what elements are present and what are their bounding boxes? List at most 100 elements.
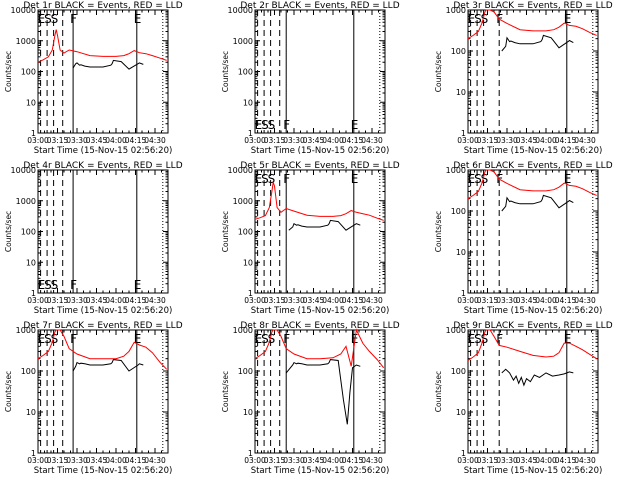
event-letter-e-start: E: [468, 12, 476, 26]
event-letter-e-end: E: [134, 278, 142, 292]
event-letter-s-1: S: [474, 172, 482, 186]
x-tick-label: 03:00: [244, 296, 266, 305]
x-tick-label: 04:30: [144, 296, 166, 305]
x-axis-label: Start Time (15-Nov-15 02:56:20): [34, 466, 173, 476]
x-tick-label: 03:30: [66, 456, 88, 465]
x-tick-label: 04:15: [342, 456, 364, 465]
event-letter-e-start: E: [468, 332, 476, 346]
y-tick-label: 1: [248, 449, 253, 458]
x-tick-label: 03:45: [86, 296, 108, 305]
series-line-events: [501, 34, 574, 52]
panel-title: Det 7r BLACK = Events, RED = LLD: [23, 321, 182, 331]
y-tick-label: 1: [31, 129, 36, 138]
plot-frame: [254, 329, 386, 454]
y-tick-label: 100: [451, 207, 466, 216]
x-axis-label: Start Time (15-Nov-15 02:56:20): [251, 146, 390, 156]
series-line-lld: [254, 328, 385, 369]
series-line-events: [72, 359, 144, 372]
y-tick-label: 1000: [233, 326, 253, 335]
event-letter-e-start: E: [255, 118, 263, 132]
series-line-events: [501, 194, 574, 212]
event-letter-f: F: [70, 278, 77, 292]
panel-title: Det 3r BLACK = Events, RED = LLD: [453, 1, 612, 11]
x-tick-label: 03:00: [457, 136, 479, 145]
event-letter-s-1: S: [44, 278, 52, 292]
x-tick-label: 03:15: [47, 136, 69, 145]
y-tick-label: 1: [248, 289, 253, 298]
x-tick-label: 03:15: [264, 296, 286, 305]
x-tick-label: 03:15: [47, 456, 69, 465]
y-axis-label: Counts/sec: [4, 51, 13, 92]
x-tick-label: 03:15: [477, 136, 499, 145]
series-line-lld: [467, 329, 597, 361]
series-line-events: [501, 368, 574, 387]
x-tick-label: 03:00: [244, 136, 266, 145]
event-letter-s-1: S: [261, 118, 269, 132]
y-tick-label: 1: [248, 129, 253, 138]
panel-title: Det 8r BLACK = Events, RED = LLD: [240, 321, 399, 331]
y-tick-label: 10: [26, 408, 36, 417]
x-tick-label: 03:00: [244, 456, 266, 465]
event-letter-s-1: S: [474, 12, 482, 26]
event-letter-f: F: [70, 332, 77, 346]
x-tick-label: 03:00: [457, 456, 479, 465]
y-tick-label: 100: [21, 228, 36, 237]
x-tick-label: 03:45: [516, 456, 538, 465]
y-tick-label: 10000: [228, 166, 253, 175]
series-line-lld: [37, 329, 168, 370]
x-tick-label: 03:30: [66, 296, 88, 305]
y-axis-label: Counts/sec: [221, 211, 230, 252]
y-tick-label: 100: [21, 68, 36, 77]
x-tick-label: 03:15: [264, 456, 286, 465]
y-axis-label: Counts/sec: [434, 211, 443, 252]
y-tick-label: 1: [31, 449, 36, 458]
x-tick-label: 03:30: [283, 136, 305, 145]
y-tick-label: 10000: [11, 6, 36, 15]
y-axis-label: Counts/sec: [434, 51, 443, 92]
x-tick-label: 03:15: [477, 456, 499, 465]
series-line-events: [285, 359, 361, 425]
x-tick-label: 04:15: [342, 136, 364, 145]
x-axis-label: Start Time (15-Nov-15 02:56:20): [464, 466, 603, 476]
y-tick-label: 100: [238, 228, 253, 237]
detector-panel-5: Det 5r BLACK = Events, RED = LLD 1 10 100 10…: [221, 161, 400, 316]
y-tick-label: 100: [238, 367, 253, 376]
y-tick-label: 10: [243, 98, 253, 107]
x-tick-label: 04:00: [535, 456, 557, 465]
x-tick-label: 04:15: [555, 456, 577, 465]
event-letter-e-end: E: [351, 118, 359, 132]
plot-frame: [37, 9, 169, 134]
x-tick-label: 03:45: [303, 456, 325, 465]
detector-panel-8: Det 8r BLACK = Events, RED = LLD 1 10 100 10…: [221, 321, 400, 476]
event-letter-s-1: S: [44, 332, 52, 346]
series-line-lld: [467, 9, 597, 40]
y-tick-label: 1000: [233, 197, 253, 206]
y-axis-label: Counts/sec: [221, 51, 230, 92]
x-tick-label: 04:30: [144, 456, 166, 465]
x-tick-label: 03:30: [496, 296, 518, 305]
y-tick-label: 1000: [16, 326, 36, 335]
plot-frame: [37, 169, 169, 294]
plot-frame: [467, 329, 599, 454]
panel-title: Det 1r BLACK = Events, RED = LLD: [23, 1, 182, 11]
series-line-events: [288, 219, 361, 231]
x-tick-label: 04:30: [144, 136, 166, 145]
event-letter-f: F: [283, 172, 290, 186]
event-letter-s-2: S: [268, 118, 276, 132]
event-letter-s-2: S: [51, 332, 59, 346]
x-axis-label: Start Time (15-Nov-15 02:56:20): [251, 306, 390, 316]
event-letter-s-1: S: [261, 172, 269, 186]
x-tick-label: 04:15: [342, 296, 364, 305]
x-tick-label: 04:15: [125, 456, 147, 465]
y-tick-label: 1000: [16, 197, 36, 206]
plot-frame: [37, 329, 169, 454]
x-tick-label: 03:15: [47, 296, 69, 305]
x-tick-label: 04:00: [322, 296, 344, 305]
x-tick-label: 03:45: [516, 136, 538, 145]
y-tick-label: 1000: [233, 37, 253, 46]
event-letter-s-2: S: [268, 332, 276, 346]
event-letter-e-start: E: [38, 332, 46, 346]
y-axis-label: Counts/sec: [4, 211, 13, 252]
x-axis-label: Start Time (15-Nov-15 02:56:20): [464, 146, 603, 156]
y-tick-label: 10: [456, 88, 466, 97]
